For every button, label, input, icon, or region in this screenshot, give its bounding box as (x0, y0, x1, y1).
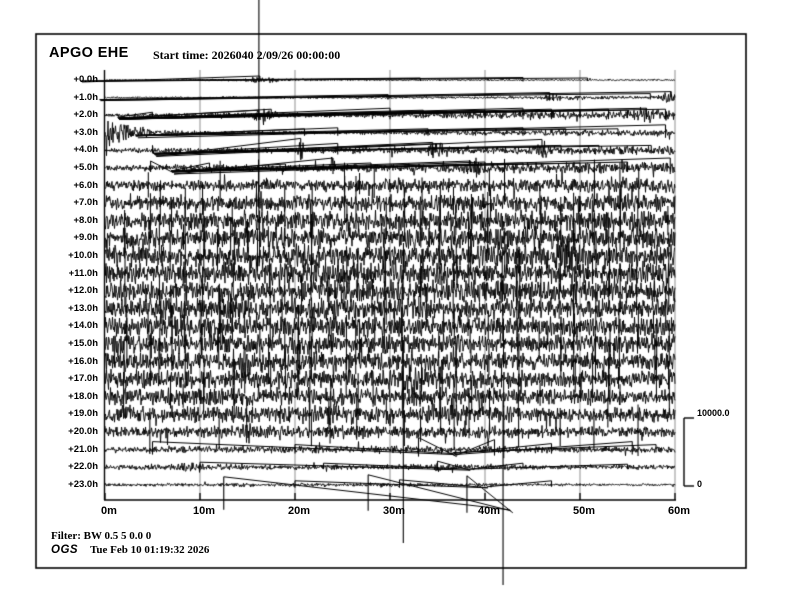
hour-label: +7.0h (73, 197, 98, 209)
hour-label: +9.0h (73, 232, 98, 244)
hour-label: +21.0h (68, 443, 98, 455)
hour-label: +10.0h (68, 250, 98, 261)
start-time-label: Start time: 2026040 2/09/26 00:00:00 (153, 48, 341, 62)
hour-label: +1.0h (73, 91, 98, 103)
render-timestamp: Tue Feb 10 01:19:32 2026 (90, 544, 210, 556)
hour-label: +22.0h (68, 461, 98, 473)
hour-label: +4.0h (73, 144, 98, 156)
minute-tick-label: 60m (667, 505, 691, 517)
agency-label: OGS (51, 544, 79, 556)
scale-max-label: 10000.0 (697, 408, 730, 418)
hour-label: +8.0h (73, 214, 98, 226)
hour-label: +23.0h (68, 478, 98, 490)
hour-label: +20.0h (68, 426, 98, 437)
hour-label: +3.0h (73, 126, 98, 138)
hour-label: +5.0h (73, 162, 98, 173)
hour-label: +16.0h (68, 355, 98, 367)
hour-label: +11.0h (68, 267, 98, 279)
hour-label: +15.0h (68, 338, 98, 349)
minute-tick-label: 40m (477, 505, 501, 517)
filter-label: Filter: BW 0.5 5 0.0 0 (51, 530, 152, 542)
station-title: APGO EHE (49, 45, 129, 61)
minute-tick-label: 20m (287, 505, 311, 517)
hour-label: +18.0h (68, 390, 98, 402)
minute-tick-label: 50m (572, 505, 596, 517)
hour-label: +0.0h (73, 74, 98, 85)
hour-label: +12.0h (68, 285, 98, 297)
hour-label: +19.0h (68, 408, 98, 420)
hour-label: +13.0h (68, 302, 98, 314)
minute-tick-label: 0m (101, 505, 117, 517)
hour-label: +14.0h (68, 320, 98, 332)
credit-line: OGS Tue Feb 10 01:19:32 2026 (51, 544, 209, 556)
minute-tick-label: 30m (382, 505, 406, 517)
scale-min-label: 0 (697, 479, 703, 489)
hour-label: +6.0h (73, 179, 98, 191)
hour-label: +17.0h (68, 373, 98, 385)
hour-label: +2.0h (73, 109, 98, 121)
minute-tick-label: 10m (192, 505, 216, 517)
